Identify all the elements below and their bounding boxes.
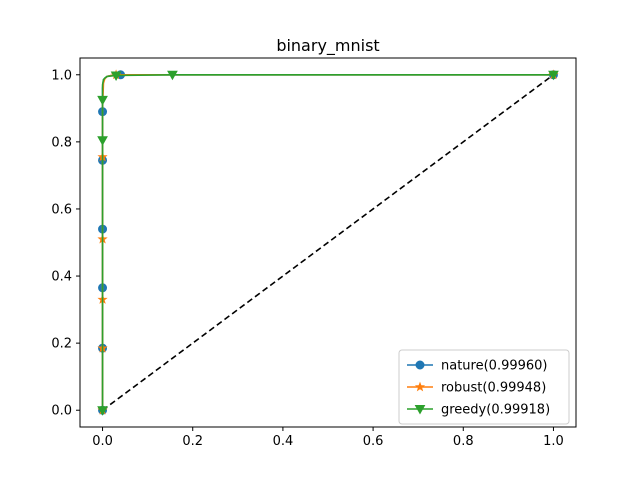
x-tick-label: 0.2 [182,434,203,449]
legend-entry-label: nature(0.99960) [441,359,548,374]
y-tick-label: 0.4 [51,270,72,285]
chart-title: binary_mnist [276,36,379,56]
x-tick-label: 1.0 [543,434,564,449]
series-2-point [167,70,178,81]
series-2-point [97,406,108,416]
y-tick-label: 1.0 [51,68,72,83]
y-tick-label: 0.0 [51,404,72,419]
axes-frame [79,57,577,428]
series-2-point [548,70,559,81]
legend-marker [414,405,426,415]
x-tick-label: 0.0 [92,434,113,449]
series-2-point [97,95,108,106]
series-2-point [110,71,122,81]
x-tick-label: 0.8 [453,434,474,449]
axes: 0.0 0.2 0.4 0.6 0.8 1.0 0.0 0.2 0.4 0.6 0.8 1.0 [51,57,577,449]
legend-marker [415,360,425,370]
series-2-point [97,136,108,146]
y-tick-label: 0.6 [51,202,72,217]
legend-entry-label: robust(0.99948) [441,381,546,396]
y-tick-label: 0.8 [51,135,72,150]
legend: nature(0.99960) robust(0.99948) greedy(0.9… [398,349,570,425]
legend-box [398,349,570,425]
series-line-2 [101,73,554,411]
legend-marker [414,381,426,392]
diagonal-reference-line [102,74,554,411]
y-tick-label: 0.2 [51,337,72,352]
x-tick-label: 0.4 [273,434,294,449]
legend-entry-label: greedy(0.99918) [441,403,550,418]
x-tick-label: 0.6 [363,434,384,449]
plot-area [97,69,559,416]
